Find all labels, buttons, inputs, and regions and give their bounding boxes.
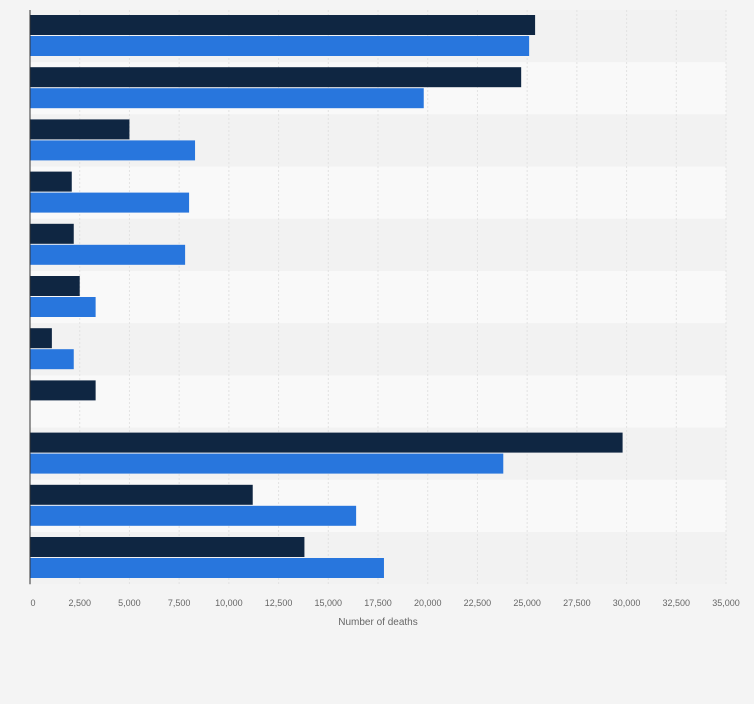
bar-series-2-1[interactable]	[30, 36, 530, 56]
x-axis-ticks: 0 2,500 5,000 7,500 10,000 12,500 15,000 17,500…	[30, 598, 739, 608]
bars	[30, 15, 623, 578]
bar-series-2-2[interactable]	[30, 88, 424, 109]
x-tick-label: 0	[30, 598, 35, 608]
bar-series-1-2[interactable]	[30, 67, 522, 88]
x-axis-title: Number of deaths	[338, 617, 418, 628]
bar-series-2-5[interactable]	[30, 244, 186, 265]
bar-series-1-4[interactable]	[30, 171, 72, 192]
x-tick-label: 25,000	[513, 598, 541, 608]
bar-series-1-10[interactable]	[30, 484, 253, 505]
bar-series-1-8[interactable]	[30, 380, 96, 401]
x-tick-label: 5,000	[118, 598, 141, 608]
bar-series-1-7[interactable]	[30, 328, 52, 349]
bar-series-2-4[interactable]	[30, 192, 190, 213]
bar-series-1-1[interactable]	[30, 15, 536, 35]
bar-series-1-11[interactable]	[30, 537, 305, 557]
x-tick-label: 22,500	[464, 598, 492, 608]
bar-series-2-7[interactable]	[30, 349, 74, 370]
x-tick-label: 35,000	[712, 598, 740, 608]
bar-series-2-11[interactable]	[30, 558, 384, 578]
x-tick-label: 20,000	[414, 598, 442, 608]
x-tick-label: 32,500	[663, 598, 691, 608]
x-tick-label: 2,500	[68, 598, 91, 608]
x-tick-label: 10,000	[215, 598, 243, 608]
bar-series-1-3[interactable]	[30, 119, 130, 140]
bar-series-1-9[interactable]	[30, 432, 623, 453]
x-tick-label: 27,500	[563, 598, 591, 608]
x-tick-label: 15,000	[315, 598, 343, 608]
bar-series-2-6[interactable]	[30, 297, 96, 317]
bar-series-1-6[interactable]	[30, 276, 80, 296]
x-tick-label: 12,500	[265, 598, 293, 608]
x-tick-label: 7,500	[168, 598, 191, 608]
bar-series-1-5[interactable]	[30, 223, 74, 244]
bar-series-2-10[interactable]	[30, 505, 357, 526]
bar-series-2-9[interactable]	[30, 453, 504, 474]
bar-series-2-3[interactable]	[30, 140, 196, 161]
x-tick-label: 30,000	[613, 598, 641, 608]
x-tick-label: 17,500	[364, 598, 392, 608]
